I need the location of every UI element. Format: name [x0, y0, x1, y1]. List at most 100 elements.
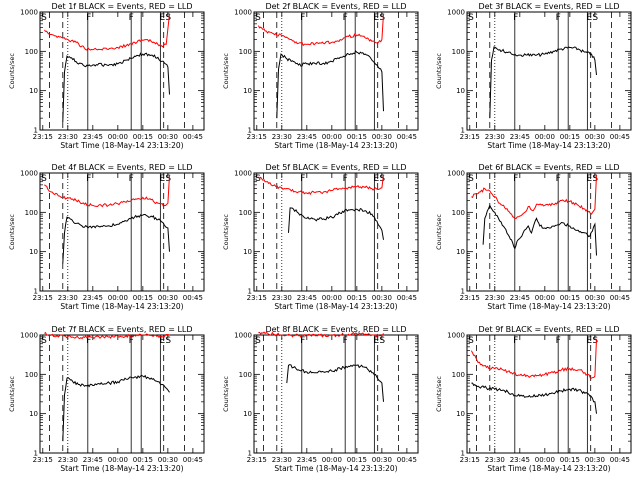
- x-tick-label: 23:45: [510, 456, 530, 464]
- marker-label: S: [592, 336, 598, 346]
- x-tick-label: 23:45: [297, 294, 317, 302]
- marker-label: S: [592, 174, 598, 184]
- marker-label: E: [160, 174, 166, 184]
- y-tick-label: 1000: [234, 332, 252, 340]
- marker-label: S: [255, 336, 261, 346]
- y-tick-label: 10: [29, 410, 38, 418]
- events-series-line: [62, 214, 170, 264]
- y-tick-label: 1: [461, 450, 465, 458]
- chart-panel-1: Det 1f BLACK = Events, RED = LLD 1 10 100 10…: [8, 2, 205, 150]
- y-axis-label: Counts/sec: [222, 53, 230, 89]
- x-tick-label: 00:15: [133, 294, 153, 302]
- x-axis-label: Start Time (18-May-14 23:13:20): [487, 141, 610, 150]
- x-tick-label: 23:30: [485, 294, 505, 302]
- x-tick-label: 23:45: [83, 133, 103, 141]
- lld-series-line: [44, 174, 170, 208]
- marker-label: S: [41, 13, 47, 23]
- x-axis-label: Start Time (18-May-14 23:13:20): [274, 464, 397, 473]
- x-tick-label: 00:15: [347, 456, 367, 464]
- marker-label: S: [165, 13, 171, 23]
- x-tick-label: 23:30: [58, 294, 78, 302]
- x-axis-label: Start Time (18-May-14 23:13:20): [487, 302, 610, 311]
- lld-series-line: [44, 331, 170, 340]
- plot-frame: [253, 172, 419, 292]
- x-tick-label: 00:45: [610, 294, 630, 302]
- x-tick-label: 23:15: [247, 133, 267, 141]
- marker-label: F: [129, 174, 134, 184]
- marker-label: F: [556, 174, 561, 184]
- x-tick-label: 23:15: [33, 456, 53, 464]
- chart-panel-6: Det 6f BLACK = Events, RED = LLD 1 10 100 10…: [435, 163, 632, 311]
- plot-frame: [466, 334, 632, 454]
- x-tick-label: 23:45: [83, 294, 103, 302]
- x-tick-label: 00:45: [610, 133, 630, 141]
- events-series-line: [482, 204, 597, 256]
- y-axis-label: Counts/sec: [8, 376, 16, 412]
- x-tick-label: 00:00: [108, 456, 128, 464]
- x-tick-label: 00:30: [585, 456, 605, 464]
- y-tick-label: 10: [456, 248, 465, 256]
- x-tick-label: 00:30: [585, 294, 605, 302]
- x-axis-label: Start Time (18-May-14 23:13:20): [60, 141, 183, 150]
- x-tick-label: 00:30: [158, 294, 178, 302]
- x-axis-label: Start Time (18-May-14 23:13:20): [274, 302, 397, 311]
- y-tick-label: 100: [452, 209, 465, 217]
- x-tick-label: 23:30: [485, 133, 505, 141]
- y-tick-label: 1: [34, 288, 38, 296]
- marker-label: F: [513, 174, 518, 184]
- events-series-line: [62, 374, 170, 442]
- marker-label: E: [160, 13, 166, 23]
- x-tick-label: 23:45: [297, 133, 317, 141]
- marker-label: F: [86, 13, 91, 23]
- events-series-line: [489, 46, 597, 119]
- marker-label: S: [379, 336, 385, 346]
- plot-frame: [39, 334, 205, 454]
- y-tick-label: 1: [248, 288, 252, 296]
- marker-label: F: [343, 13, 348, 23]
- chart-panel-3: Det 3f BLACK = Events, RED = LLD 1 10 100 10…: [435, 2, 632, 150]
- x-tick-label: 00:15: [560, 294, 580, 302]
- plot-frame: [253, 334, 419, 454]
- x-tick-label: 00:15: [560, 456, 580, 464]
- x-tick-label: 00:45: [397, 294, 417, 302]
- x-tick-label: 23:30: [58, 456, 78, 464]
- y-tick-label: 100: [25, 371, 38, 379]
- lld-series-line: [471, 174, 597, 220]
- x-tick-label: 00:15: [347, 133, 367, 141]
- marker-label: E: [374, 174, 380, 184]
- x-tick-label: 23:45: [83, 456, 103, 464]
- x-tick-label: 00:15: [133, 133, 153, 141]
- x-tick-label: 23:15: [247, 294, 267, 302]
- plot-frame: [39, 172, 205, 292]
- y-axis-label: Counts/sec: [435, 376, 443, 412]
- x-tick-label: 23:15: [460, 294, 480, 302]
- y-axis-label: Counts/sec: [8, 214, 16, 250]
- lld-series-line: [470, 338, 597, 379]
- y-tick-label: 100: [239, 371, 252, 379]
- lld-series-line: [257, 13, 384, 47]
- x-tick-label: 00:30: [158, 456, 178, 464]
- chart-title: Det 8f BLACK = Events, RED = LLD: [265, 325, 406, 334]
- y-tick-label: 1: [461, 288, 465, 296]
- marker-label: F: [300, 336, 305, 346]
- chart-title: Det 2f BLACK = Events, RED = LLD: [265, 2, 406, 11]
- y-tick-label: 1000: [20, 170, 38, 178]
- marker-label: F: [513, 336, 518, 346]
- marker-label: E: [374, 336, 380, 346]
- y-tick-label: 10: [29, 87, 38, 95]
- marker-label: F: [86, 174, 91, 184]
- y-axis-label: Counts/sec: [222, 214, 230, 250]
- y-tick-label: 1: [34, 450, 38, 458]
- x-tick-label: 23:15: [33, 133, 53, 141]
- x-tick-label: 23:15: [247, 456, 267, 464]
- marker-label: E: [587, 174, 593, 184]
- y-tick-label: 100: [25, 209, 38, 217]
- marker-label: F: [343, 336, 348, 346]
- y-tick-label: 1000: [447, 332, 465, 340]
- y-tick-label: 1000: [20, 9, 38, 17]
- plot-frame: [466, 172, 632, 292]
- y-tick-label: 10: [243, 87, 252, 95]
- marker-label: F: [129, 336, 134, 346]
- lld-series-line: [258, 174, 384, 196]
- x-axis-label: Start Time (18-May-14 23:13:20): [274, 141, 397, 150]
